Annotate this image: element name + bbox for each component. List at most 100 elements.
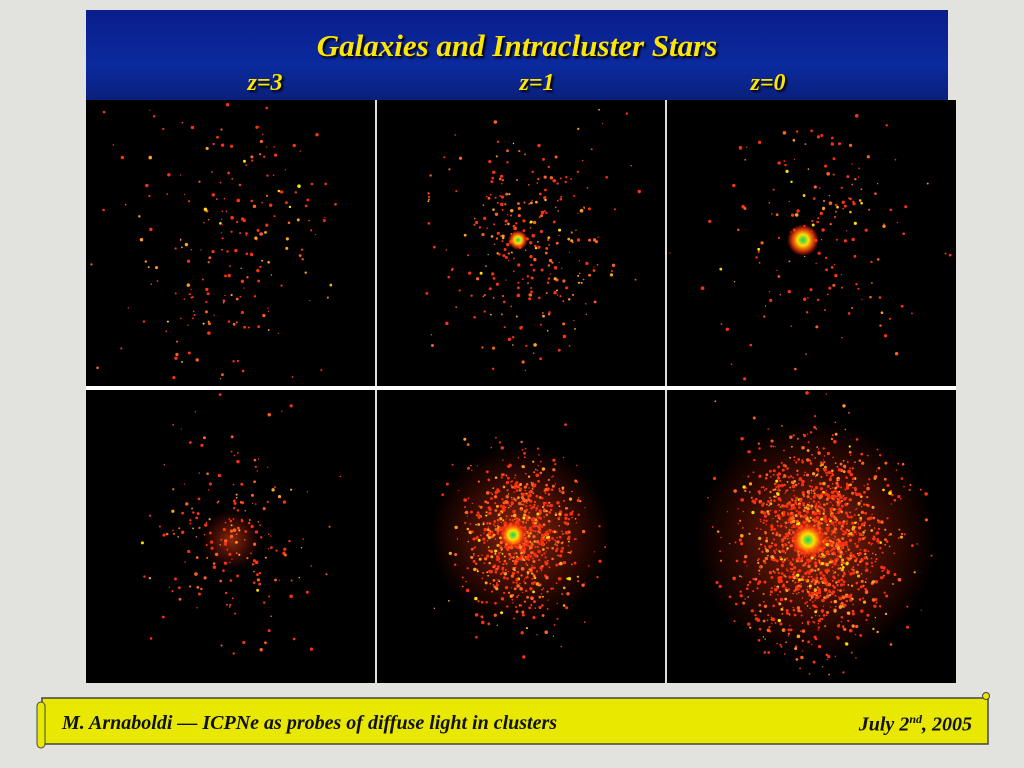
star [834, 486, 837, 490]
star [858, 459, 862, 462]
star [267, 533, 270, 536]
date-sup: nd [909, 712, 922, 726]
star [811, 578, 815, 582]
star [749, 343, 753, 347]
star [881, 551, 884, 554]
star [487, 196, 491, 200]
star [777, 236, 781, 239]
star [532, 492, 534, 494]
star [543, 538, 547, 541]
star [795, 509, 798, 512]
star [791, 445, 793, 448]
star [834, 535, 837, 538]
star [863, 521, 867, 525]
star [289, 404, 293, 408]
star [547, 493, 551, 496]
star [528, 487, 530, 489]
star [468, 271, 472, 275]
star [230, 230, 233, 233]
star [860, 188, 863, 191]
star [577, 513, 580, 516]
star [529, 529, 533, 532]
star [851, 183, 854, 186]
star [777, 161, 781, 165]
star [777, 484, 781, 488]
star [804, 143, 807, 145]
star [454, 134, 457, 136]
star [485, 491, 490, 495]
star [530, 276, 534, 280]
star [739, 594, 743, 598]
star [787, 224, 819, 256]
star [880, 520, 884, 524]
star [521, 465, 525, 469]
star [542, 595, 544, 598]
star [500, 572, 503, 574]
star [277, 189, 281, 193]
star [851, 609, 855, 613]
star [475, 277, 480, 281]
star [519, 326, 523, 330]
star [811, 601, 814, 603]
star [826, 451, 831, 456]
star [529, 241, 533, 245]
star [298, 576, 300, 579]
star [180, 428, 182, 430]
star [781, 560, 785, 564]
star [859, 516, 863, 520]
star [551, 476, 553, 478]
star [818, 448, 820, 450]
star [549, 503, 554, 508]
star [455, 190, 458, 193]
star [277, 332, 279, 334]
star [536, 469, 539, 472]
star [187, 351, 191, 355]
star [780, 461, 783, 464]
star [797, 584, 801, 588]
star [841, 200, 845, 205]
star [494, 549, 498, 553]
star [502, 459, 504, 461]
star [811, 581, 814, 583]
star [867, 550, 870, 553]
star [547, 478, 550, 481]
star [270, 615, 273, 618]
star [740, 498, 744, 502]
star [501, 567, 504, 571]
star [492, 584, 495, 586]
star [814, 457, 816, 459]
star [854, 634, 857, 636]
star [823, 515, 827, 519]
star [513, 497, 516, 500]
star [271, 488, 275, 492]
star [282, 500, 287, 504]
star [495, 504, 499, 508]
star [786, 557, 789, 560]
star [487, 254, 489, 256]
star [815, 574, 818, 576]
star [544, 534, 547, 537]
star [545, 483, 548, 487]
star [253, 570, 255, 573]
star [788, 508, 791, 511]
star [755, 256, 758, 259]
star [836, 465, 839, 468]
star [849, 551, 853, 555]
star [194, 572, 198, 576]
star [558, 487, 561, 490]
star [852, 487, 854, 489]
star [466, 527, 470, 531]
star [232, 483, 235, 486]
star [768, 202, 771, 204]
star [223, 561, 228, 565]
star [314, 233, 316, 236]
star [240, 310, 244, 315]
star [206, 472, 209, 476]
star [839, 589, 842, 593]
star [487, 546, 490, 549]
star [808, 673, 811, 675]
star [734, 541, 737, 544]
star [261, 201, 264, 204]
star [255, 503, 257, 505]
star [510, 208, 514, 213]
